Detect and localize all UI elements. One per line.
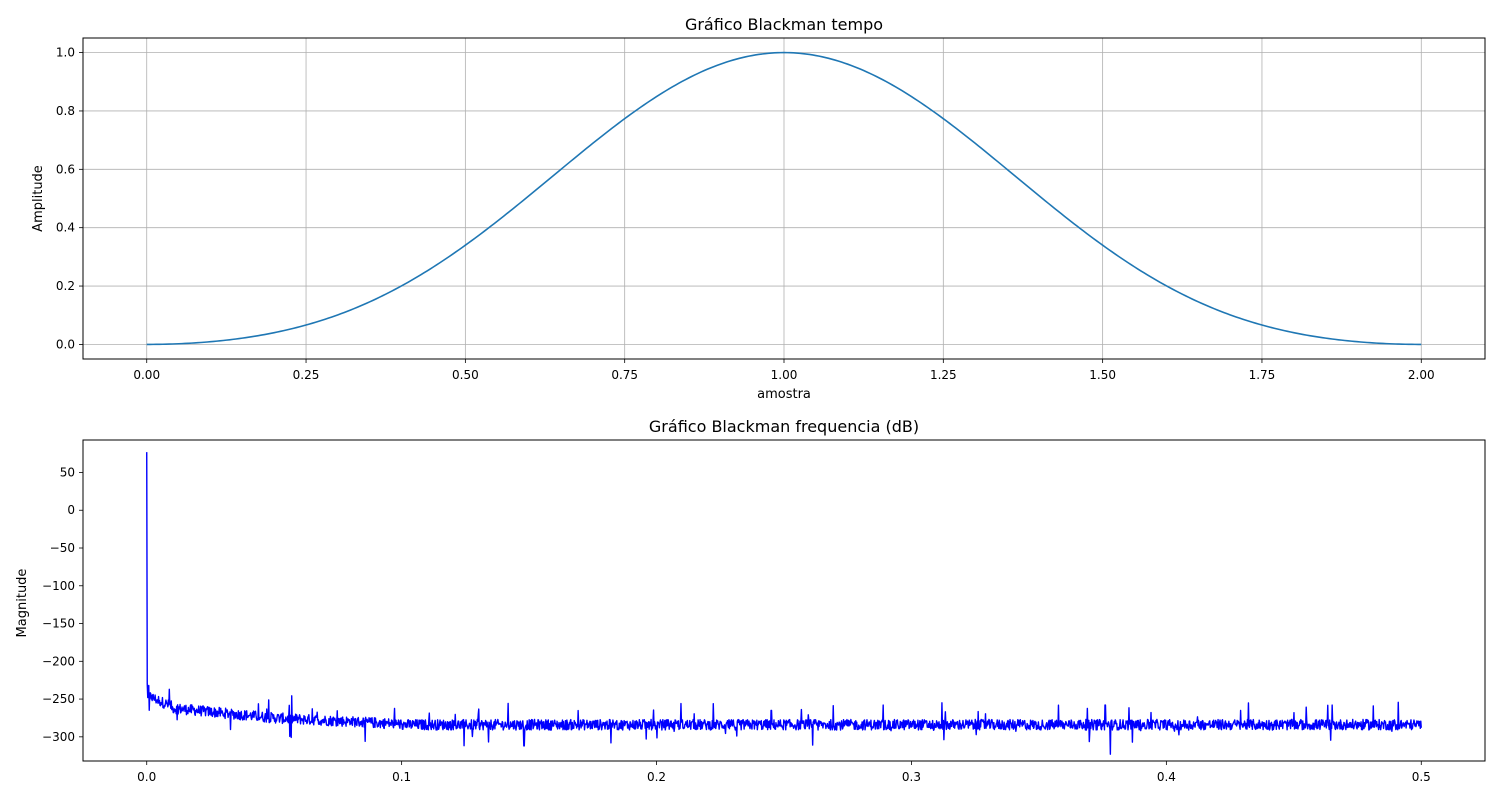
frequency-chart-frame (82, 439, 1486, 762)
frequency-chart-ticks: 0.0 0.1 0.2 0.3 0.4 0.5 50 0 −50 −100 −150 −200 −250… (42, 465, 1431, 784)
x-tick-label: 0.0 (137, 770, 156, 784)
x-tick-label: 1.00 (771, 368, 798, 382)
blackman-frequency-series-line (146, 452, 1422, 755)
y-tick-label: 50 (60, 465, 75, 479)
frequency-domain-chart: 0.0 0.1 0.2 0.3 0.4 0.5 50 0 −50 −100 −150 −200 −250… (15, 417, 1486, 784)
x-tick-label: 0.5 (1412, 770, 1431, 784)
y-tick-label: −100 (42, 579, 75, 593)
frequency-chart-title: Gráfico Blackman frequencia (dB) (649, 417, 919, 436)
x-tick-label: 0.1 (392, 770, 411, 784)
x-tick-label: 2.00 (1408, 368, 1435, 382)
y-tick-label: 0.0 (56, 337, 75, 351)
time-chart-grid (83, 38, 1485, 359)
x-tick-label: 0.3 (902, 770, 921, 784)
y-tick-label: 0.6 (56, 162, 75, 176)
x-tick-label: 0.2 (647, 770, 666, 784)
y-tick-label: 0.4 (56, 221, 75, 235)
y-tick-label: 0 (67, 503, 75, 517)
time-domain-chart: 0.00 0.25 0.50 0.75 1.00 1.25 1.50 1.75 2.00 0.0 0… (31, 15, 1486, 402)
time-chart-ticks: 0.00 0.25 0.50 0.75 1.00 1.25 1.50 1.75 2.00 0.0 0… (56, 46, 1435, 382)
y-tick-label: 0.2 (56, 279, 75, 293)
y-tick-label: −50 (50, 541, 75, 555)
blackman-time-series-line (146, 51, 1422, 346)
y-tick-label: −250 (42, 692, 75, 706)
x-tick-label: 0.25 (293, 368, 320, 382)
x-tick-label: 1.75 (1249, 368, 1276, 382)
x-tick-label: 0.00 (133, 368, 160, 382)
x-tick-label: 0.4 (1157, 770, 1176, 784)
y-tick-label: −150 (42, 617, 75, 631)
y-tick-label: −300 (42, 730, 75, 744)
time-chart-title: Gráfico Blackman tempo (685, 15, 883, 34)
frequency-chart-ylabel: Magnitude (15, 569, 30, 638)
x-tick-label: 1.50 (1089, 368, 1116, 382)
y-tick-label: 0.8 (56, 104, 75, 118)
y-tick-label: 1.0 (56, 46, 75, 60)
x-tick-label: 1.25 (930, 368, 957, 382)
time-chart-ylabel: Amplitude (31, 165, 46, 232)
y-tick-label: −200 (42, 654, 75, 668)
time-chart-xlabel: amostra (757, 387, 811, 402)
x-tick-label: 0.50 (452, 368, 479, 382)
x-tick-label: 0.75 (611, 368, 638, 382)
